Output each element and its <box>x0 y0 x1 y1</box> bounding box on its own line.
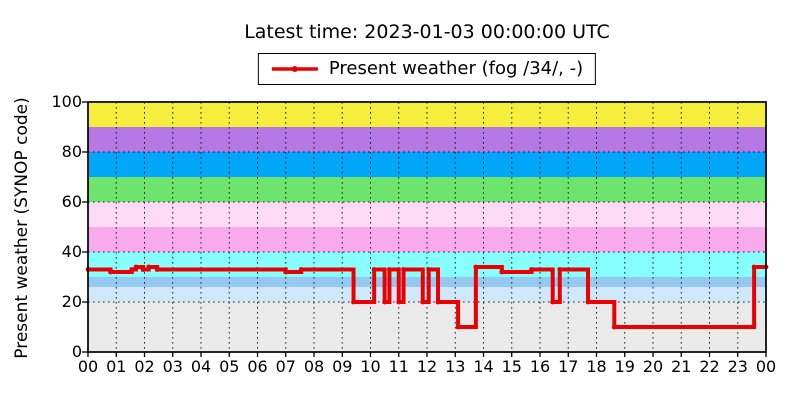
data-point-marker <box>550 299 556 305</box>
y-axis-title: Present weather (SYNOP code) <box>12 97 32 359</box>
data-point-marker <box>154 267 160 272</box>
data-point-marker <box>133 264 139 270</box>
x-tick-label: 11 <box>388 357 409 376</box>
data-point-marker <box>283 269 289 275</box>
y-tick-label: 100 <box>51 92 82 111</box>
data-point-marker <box>129 267 135 272</box>
y-tick-label: 20 <box>61 292 82 311</box>
legend-marker-icon <box>291 65 298 72</box>
x-tick-label: 14 <box>473 357 494 376</box>
data-point-marker <box>473 264 479 270</box>
data-point-marker <box>351 299 356 305</box>
x-tick-label: 23 <box>727 357 748 376</box>
legend-line-sample <box>271 65 318 72</box>
x-tick-label: 22 <box>699 357 720 376</box>
x-tick-label: 07 <box>275 357 296 376</box>
data-point-marker <box>420 299 426 305</box>
data-point-marker <box>146 264 152 270</box>
x-tick-label: 06 <box>247 357 268 376</box>
x-tick-label: 05 <box>219 357 240 376</box>
x-tick-label: 18 <box>586 357 607 376</box>
x-tick-label: 00 <box>77 357 99 376</box>
data-point-marker <box>371 267 377 272</box>
x-tick-label: 10 <box>360 357 381 376</box>
x-tick-label: 09 <box>332 357 353 376</box>
plot-area <box>82 101 769 357</box>
data-point-marker <box>585 299 591 305</box>
data-point-marker <box>611 324 617 330</box>
y-tick-label: 0 <box>71 342 82 361</box>
data-point-marker <box>401 267 406 272</box>
data-point-marker <box>387 267 392 272</box>
data-point-marker <box>140 267 146 272</box>
data-point-marker <box>298 267 304 272</box>
x-tick-label: 15 <box>501 357 522 376</box>
data-point-marker <box>435 299 441 305</box>
plot-frame <box>87 101 767 353</box>
x-tick-label: 17 <box>558 357 579 376</box>
x-tick-label: 16 <box>529 357 551 376</box>
data-point-marker <box>108 269 113 275</box>
y-tick-label: 60 <box>61 192 82 211</box>
x-tick-label: 20 <box>642 357 664 376</box>
x-tick-label: 01 <box>106 357 127 376</box>
data-point-marker <box>751 264 757 270</box>
chart-title: Latest time: 2023-01-03 00:00:00 UTC <box>244 21 610 43</box>
y-tick-label: 80 <box>61 142 82 161</box>
x-tick-label: 12 <box>416 357 438 376</box>
data-point-marker <box>499 269 505 275</box>
x-tick-label: 04 <box>190 357 212 376</box>
x-tick-label: 02 <box>134 357 155 376</box>
data-point-marker <box>426 267 432 272</box>
x-tick-label: 21 <box>671 357 692 376</box>
data-point-marker <box>382 299 388 305</box>
x-tick-label: 08 <box>303 357 325 376</box>
legend-label: Present weather (fog /34/, -) <box>328 58 584 79</box>
legend: Present weather (fog /34/, -) <box>257 53 597 85</box>
x-tick-label: 19 <box>614 357 635 376</box>
y-tick-label: 40 <box>61 242 82 261</box>
data-point-marker <box>455 324 461 330</box>
x-tick-label: 13 <box>445 357 466 376</box>
x-tick-label: 00 <box>755 357 777 376</box>
x-tick-label: 03 <box>162 357 183 376</box>
data-point-marker <box>396 299 402 305</box>
data-point-marker <box>529 267 534 272</box>
data-point-marker <box>557 267 563 272</box>
